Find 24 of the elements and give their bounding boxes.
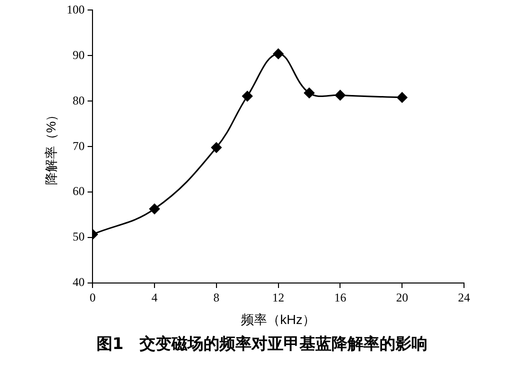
- x-tick-label: 12: [272, 290, 284, 304]
- x-tick-label: 24: [458, 290, 470, 304]
- point: [149, 204, 160, 214]
- point: [273, 48, 284, 60]
- x-tick-label: 20: [396, 290, 408, 304]
- x-tick-label: 0: [90, 290, 96, 304]
- y-tick-label: 100: [66, 2, 85, 16]
- y-tick-label: 60: [72, 184, 85, 198]
- x-tick-label: 8: [213, 290, 220, 304]
- x-axis-title: 频率（kHz）: [241, 312, 316, 327]
- y-tick-label: 70: [72, 138, 85, 153]
- y-tick-label: 40: [72, 275, 85, 290]
- point: [334, 90, 346, 100]
- y-tick-label: 90: [72, 48, 85, 62]
- point: [242, 90, 253, 102]
- point: [211, 142, 222, 153]
- x-tick-label: 4: [152, 290, 158, 304]
- point: [396, 92, 408, 103]
- y-tick-label: 80: [72, 93, 85, 108]
- caption: 图1 交变磁场的频率对亚甲基蓝降解率的影响: [95, 334, 429, 355]
- y-axis-title: 降解率（%）: [43, 108, 58, 185]
- y-tick-label: 50: [72, 230, 85, 244]
- point: [304, 88, 314, 98]
- x-tick-label: 16: [334, 290, 346, 304]
